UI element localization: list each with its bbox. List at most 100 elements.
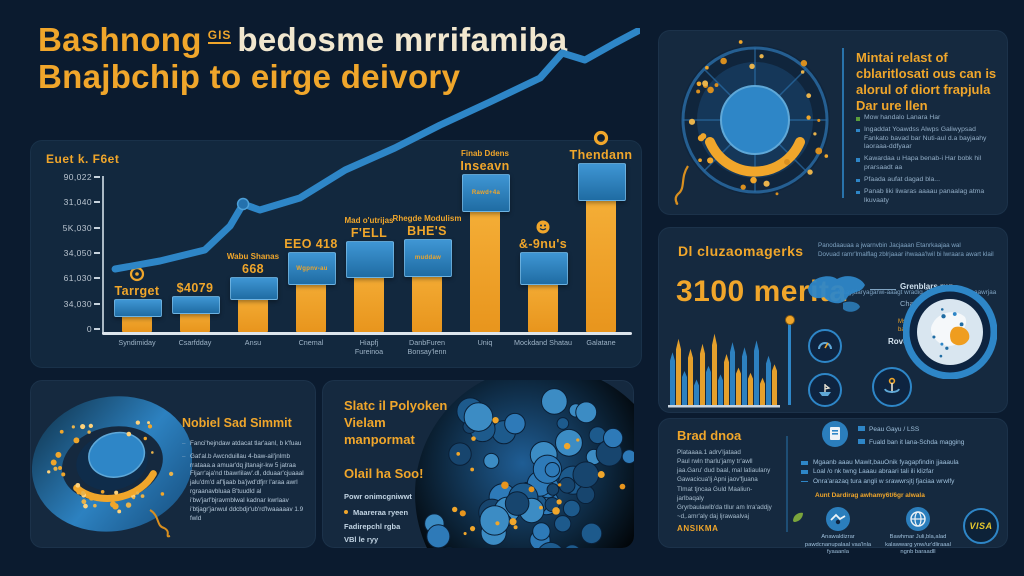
vertical-divider bbox=[786, 436, 788, 532]
mini-bar-spike bbox=[712, 333, 717, 405]
mini-bar-spike bbox=[694, 379, 699, 405]
flag-pole-icon bbox=[788, 321, 791, 405]
scatter-dot bbox=[572, 461, 600, 489]
scatter-dot bbox=[126, 431, 132, 437]
bar-slot: Rawd+4a Finab Ddens Inseavn bbox=[456, 149, 514, 332]
status-heading: Slatc il Polyoken Vielam manpormat bbox=[344, 398, 448, 447]
bar-cap bbox=[520, 252, 568, 286]
scatter-dot bbox=[504, 412, 526, 435]
bullet-item: Gat'al.b Awcnduillau 4-baw-ail'jnlmb rra… bbox=[182, 453, 304, 524]
scatter-dot bbox=[941, 314, 946, 319]
scatter-dot bbox=[53, 466, 58, 471]
scatter-dot bbox=[456, 452, 461, 456]
badge-scatter-dots bbox=[932, 308, 964, 358]
x-axis-labels: Syndimiday Csarfdday Ansu Cnemal Hiapfj Fure… bbox=[108, 338, 630, 356]
scatter-dot bbox=[759, 54, 764, 59]
status-subheading: Olail ha Soo! bbox=[344, 466, 424, 481]
scatter-dot bbox=[576, 485, 596, 505]
scatter-dot bbox=[459, 510, 466, 517]
bar-slot: Wabu Shanas 668 bbox=[224, 180, 282, 332]
scatter-dot bbox=[807, 169, 813, 175]
flag-pole-knob-icon bbox=[785, 315, 795, 325]
orange-arc bbox=[705, 137, 805, 177]
sphere-cells bbox=[424, 388, 634, 548]
customers-panel: Dl cluzaomagerks Panodaauaa a jwarnvbin … bbox=[658, 227, 1008, 413]
bar-cap bbox=[230, 276, 278, 301]
globe-icon bbox=[906, 507, 930, 531]
icon-caption: Anawaldizrar pawdcnanupalaal vaa'lnla fy… bbox=[804, 534, 872, 556]
scatter-dot bbox=[140, 494, 145, 498]
mini-bar-spike bbox=[724, 354, 729, 405]
process-heading: Mintai relast of cblaritlosati ous can i… bbox=[856, 50, 997, 113]
scatter-dot bbox=[720, 57, 727, 65]
scatter-dot bbox=[160, 492, 165, 496]
scatter-dot bbox=[125, 502, 132, 508]
scatter-dot bbox=[471, 436, 476, 441]
scatter-dot bbox=[58, 466, 62, 471]
mini-bar-spike bbox=[766, 355, 771, 405]
scatter-dot bbox=[75, 482, 81, 488]
scatter-dot bbox=[492, 416, 499, 424]
target-icon bbox=[129, 267, 145, 282]
partners-body-text: Plataaaa.1 adrv'ljataad Paul rwln tharlu… bbox=[677, 449, 772, 520]
captioned-icon: Anawaldizrar pawdcnanupalaal vaa'lnla fy… bbox=[803, 506, 873, 557]
mini-bar-spike bbox=[754, 340, 759, 405]
scatter-dot bbox=[76, 489, 82, 495]
network-sphere-svg bbox=[415, 380, 634, 548]
scatter-dot bbox=[784, 159, 790, 165]
scatter-dot bbox=[817, 118, 821, 122]
donut-diagram-svg bbox=[31, 396, 193, 538]
bar-box-label: Rawd+4a bbox=[471, 189, 501, 196]
scatter-dot bbox=[483, 452, 500, 469]
x-axis-label: Cnemal bbox=[298, 338, 324, 347]
x-axis-label: Syndimiday bbox=[118, 338, 156, 347]
scatter-dot bbox=[697, 134, 705, 142]
scatter-dot bbox=[135, 420, 141, 425]
bar-cap bbox=[114, 299, 162, 318]
legend-label: Fuald ban it lana-Schda magging bbox=[869, 439, 965, 446]
scatter-dot bbox=[73, 437, 80, 444]
mini-bar-spike bbox=[742, 347, 747, 405]
scatter-dot bbox=[117, 509, 122, 514]
y-axis-line bbox=[102, 176, 104, 334]
bar-slot: Thendann bbox=[570, 130, 632, 332]
mini-bar-chart bbox=[668, 313, 780, 413]
scatter-dot bbox=[705, 65, 709, 70]
bar-cap bbox=[346, 240, 394, 279]
bullet-item: Ingaddat Yoawdss Alwps Galiwypsad Fankat… bbox=[856, 126, 1000, 152]
anchor-icon bbox=[872, 367, 912, 407]
scatter-dot bbox=[114, 490, 119, 495]
scatter-dot bbox=[738, 40, 743, 44]
ring-icon bbox=[593, 130, 609, 146]
scatter-dot bbox=[470, 467, 475, 472]
summit-heading: Nobiel Sad Simmit bbox=[182, 416, 292, 430]
scatter-dot bbox=[562, 499, 581, 518]
scatter-dot bbox=[749, 63, 755, 70]
scatter-dot bbox=[88, 495, 95, 501]
scatter-dot bbox=[552, 507, 560, 515]
scatter-dot bbox=[132, 496, 135, 500]
leaf-icon bbox=[791, 510, 805, 524]
ship-icon bbox=[808, 373, 842, 407]
scatter-dot bbox=[824, 154, 829, 158]
icon-caption: Bawhmar Juli,bla,alad kalawwarg ynw/ur'd… bbox=[885, 534, 951, 556]
x-axis-label: Mockdand Shatau bbox=[514, 338, 572, 347]
bar-box-label: muddaw bbox=[414, 255, 442, 262]
scatter-dot bbox=[532, 522, 551, 541]
scatter-dot bbox=[93, 503, 97, 508]
bar-column bbox=[586, 183, 616, 332]
scatter-dot bbox=[50, 459, 57, 466]
scatter-dot bbox=[143, 436, 147, 441]
legend-item: Peau Gayu / LSS bbox=[858, 426, 919, 433]
callout-line bbox=[870, 289, 896, 290]
scatter-dot bbox=[513, 525, 518, 530]
region-map-badge bbox=[902, 284, 998, 380]
scatter-dot bbox=[602, 427, 624, 449]
x-axis-label: Csarfdday bbox=[178, 338, 212, 347]
bar-slot: Wgpnv-au EEO 418 bbox=[282, 180, 340, 332]
gis-badge: GIS bbox=[207, 28, 232, 45]
scatter-dot bbox=[501, 481, 509, 490]
scatter-dot bbox=[47, 470, 51, 474]
scatter-dot bbox=[55, 451, 62, 458]
bullet-item: Kawardaa u Hapa benab-i Har bobk hil pra… bbox=[856, 155, 1000, 173]
